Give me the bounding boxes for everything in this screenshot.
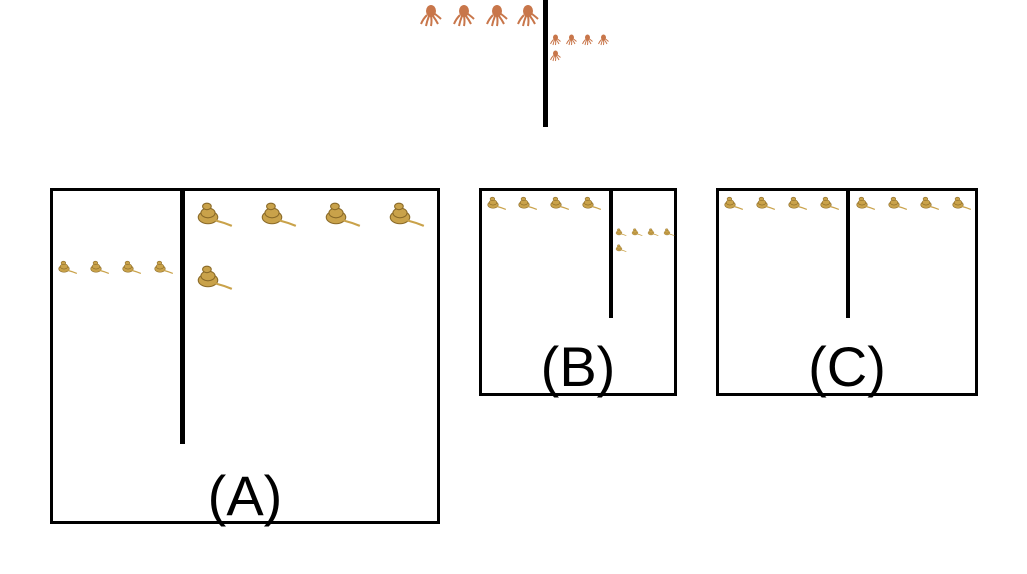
snake-icon	[57, 260, 78, 279]
snake-icon	[615, 223, 627, 241]
option-a-divider-line	[180, 191, 185, 444]
octopus-icon	[549, 49, 561, 67]
option-b-divider-line	[609, 191, 613, 318]
option-c-panel[interactable]: (C)	[716, 188, 978, 396]
snake-icon	[195, 264, 234, 295]
snake-icon	[549, 196, 570, 215]
octopus-icon	[565, 33, 577, 51]
snake-icon	[663, 223, 675, 241]
option-c-divider-line	[846, 191, 850, 318]
octopus-icon	[581, 33, 593, 51]
snake-icon	[631, 223, 643, 241]
snake-icon	[819, 196, 840, 215]
octopus-icon	[418, 4, 442, 33]
octopus-icon	[515, 4, 539, 33]
option-a-panel[interactable]: (A)	[50, 188, 440, 524]
snake-icon	[121, 260, 142, 279]
example-divider-line	[543, 0, 548, 127]
snake-icon	[887, 196, 908, 215]
snake-icon	[581, 196, 602, 215]
snake-icon	[259, 201, 298, 232]
option-b-label: (B)	[540, 335, 616, 398]
octopus-icon	[597, 33, 609, 51]
snake-icon	[755, 196, 776, 215]
snake-icon	[89, 260, 110, 279]
snake-icon	[517, 196, 538, 215]
option-b-panel[interactable]: (B)	[479, 188, 677, 396]
octopus-icon	[451, 4, 475, 33]
snake-icon	[647, 223, 659, 241]
option-a-label: (A)	[207, 464, 283, 527]
snake-icon	[323, 201, 362, 232]
snake-icon	[387, 201, 426, 232]
snake-icon	[195, 201, 234, 232]
example-group	[0, 0, 1027, 140]
snake-icon	[787, 196, 808, 215]
snake-icon	[153, 260, 174, 279]
snake-icon	[486, 196, 507, 215]
snake-icon	[951, 196, 972, 215]
octopus-icon	[549, 33, 561, 51]
snake-icon	[723, 196, 744, 215]
option-c-label: (C)	[808, 335, 886, 398]
snake-icon	[615, 239, 627, 257]
snake-icon	[919, 196, 940, 215]
octopus-icon	[484, 4, 508, 33]
snake-icon	[855, 196, 876, 215]
